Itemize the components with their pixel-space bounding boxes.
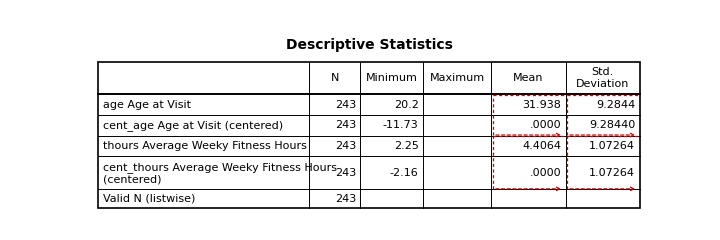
Text: 20.2: 20.2 (394, 100, 418, 109)
Text: 2.25: 2.25 (394, 141, 418, 151)
Text: 9.2844: 9.2844 (596, 100, 635, 109)
Text: Descriptive Statistics: Descriptive Statistics (286, 38, 452, 52)
Text: 243: 243 (335, 120, 356, 130)
Text: cent_age Age at Visit (centered): cent_age Age at Visit (centered) (103, 120, 283, 131)
Text: 243: 243 (335, 100, 356, 109)
Text: .0000: .0000 (529, 168, 561, 178)
Text: Maximum: Maximum (430, 73, 485, 83)
Text: 1.07264: 1.07264 (589, 168, 635, 178)
Text: 1.07264: 1.07264 (589, 141, 635, 151)
Text: .0000: .0000 (529, 120, 561, 130)
Text: Std.
Deviation: Std. Deviation (576, 67, 629, 89)
Text: Minimum: Minimum (366, 73, 418, 83)
Text: -11.73: -11.73 (383, 120, 418, 130)
Text: 243: 243 (335, 141, 356, 151)
Text: thours Average Weeky Fitness Hours: thours Average Weeky Fitness Hours (103, 141, 307, 151)
Text: age Age at Visit: age Age at Visit (103, 100, 191, 109)
Text: N: N (330, 73, 339, 83)
Text: Mean: Mean (513, 73, 544, 83)
Text: Valid N (listwise): Valid N (listwise) (103, 194, 195, 204)
Text: -2.16: -2.16 (390, 168, 418, 178)
Text: 4.4064: 4.4064 (522, 141, 561, 151)
Text: 243: 243 (335, 194, 356, 204)
Text: cent_thours Average Weeky Fitness Hours
(centered): cent_thours Average Weeky Fitness Hours … (103, 162, 337, 184)
Bar (99, 62, 639, 208)
Text: 9.28440: 9.28440 (589, 120, 635, 130)
Text: 243: 243 (335, 168, 356, 178)
Text: 31.938: 31.938 (522, 100, 561, 109)
